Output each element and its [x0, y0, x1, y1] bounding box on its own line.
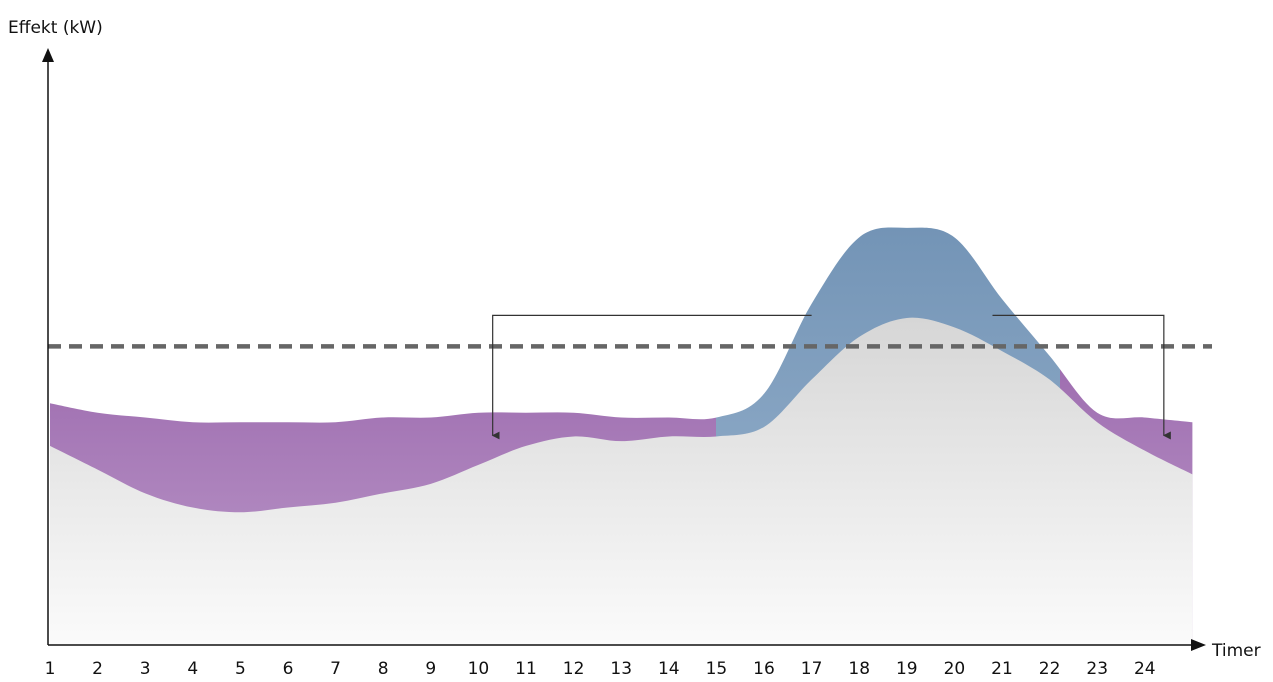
x-tick-label-10: 10	[468, 659, 490, 679]
area-layer	[50, 227, 1193, 645]
x-tick-labels: 1 2 3 4 5 6 7 8 9 10 11 12 13 14 15 16 17 18 19 20 21 22 23 24	[45, 659, 1156, 679]
y-axis-label: Effekt (kW)	[8, 18, 103, 38]
x-tick-label-14: 14	[658, 659, 680, 679]
x-tick-label-4: 4	[187, 659, 198, 679]
x-tick-label-24: 24	[1134, 659, 1156, 679]
x-tick-label-19: 19	[896, 659, 918, 679]
load-shift-arrow-1	[992, 314, 1171, 440]
x-tick-label-6: 6	[283, 659, 294, 679]
x-tick-label-17: 17	[801, 659, 823, 679]
x-tick-label-12: 12	[563, 659, 585, 679]
x-tick-label-23: 23	[1086, 659, 1108, 679]
x-tick-label-15: 15	[706, 659, 728, 679]
x-tick-label-22: 22	[1039, 659, 1061, 679]
x-tick-label-7: 7	[330, 659, 341, 679]
x-tick-label-16: 16	[753, 659, 775, 679]
overlay-layer	[48, 314, 1212, 440]
x-tick-label-1: 1	[45, 659, 56, 679]
x-tick-label-13: 13	[610, 659, 632, 679]
load-shift-arrow-0	[491, 314, 812, 440]
series-base-load-area	[50, 317, 1193, 645]
x-tick-label-11: 11	[515, 659, 537, 679]
x-tick-label-2: 2	[92, 659, 103, 679]
x-axis-label: Timer	[1211, 641, 1261, 661]
x-tick-label-21: 21	[991, 659, 1013, 679]
x-tick-label-8: 8	[378, 659, 389, 679]
x-tick-label-20: 20	[944, 659, 966, 679]
x-tick-label-5: 5	[235, 659, 246, 679]
y-axis-arrowhead	[42, 48, 54, 62]
x-tick-label-9: 9	[425, 659, 436, 679]
x-tick-label-3: 3	[140, 659, 151, 679]
x-axis-arrowhead	[1191, 639, 1206, 651]
x-tick-label-18: 18	[848, 659, 870, 679]
